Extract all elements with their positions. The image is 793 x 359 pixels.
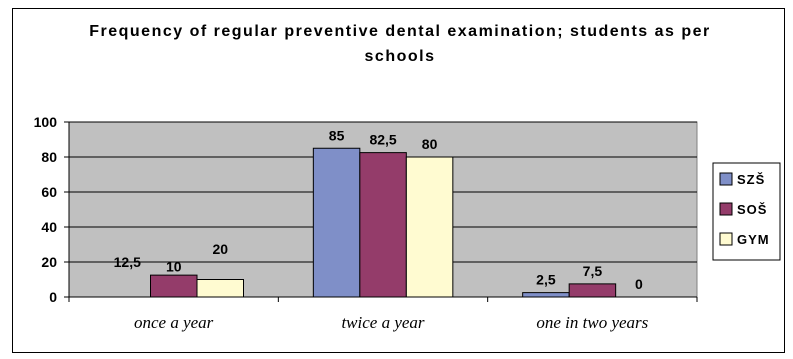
data-label-2-1: 10 <box>166 259 182 275</box>
y-tick-label-80: 80 <box>41 149 57 165</box>
bar-1-3 <box>522 292 570 298</box>
legend-swatch-1 <box>719 172 733 186</box>
bar-2-3 <box>568 283 617 298</box>
bar-1-2 <box>312 147 361 298</box>
y-tick-label-20: 20 <box>41 254 57 270</box>
data-label-3-2: 80 <box>422 136 438 152</box>
legend: SZŠ SOŠ GYM <box>712 162 781 261</box>
legend-swatch-2 <box>719 202 733 216</box>
data-label-1-2: 85 <box>329 127 345 143</box>
legend-label-3: GYM <box>737 232 770 247</box>
y-tick-label-40: 40 <box>41 219 57 235</box>
data-label-3-1: 20 <box>212 241 228 257</box>
data-labels: 12,5 10 20 85 82,5 80 2,5 7,5 0 <box>114 127 643 292</box>
y-tick-label-0: 0 <box>49 289 57 305</box>
data-label-1-3: 2,5 <box>536 272 556 288</box>
legend-swatch-3 <box>719 232 733 246</box>
legend-label-2: SOŠ <box>737 202 767 217</box>
bar-3-1 <box>196 279 244 298</box>
bar-2-1 <box>150 274 198 298</box>
data-label-2-3: 7,5 <box>583 263 603 279</box>
y-tick-label-100: 100 <box>34 114 58 130</box>
bar-2-2 <box>359 152 407 298</box>
legend-label-1: SZŠ <box>737 172 765 187</box>
x-category-label: once a year <box>134 313 214 332</box>
chart-title: Frequency of regular preventive dental e… <box>89 23 711 65</box>
y-tick-label-60: 60 <box>41 184 57 200</box>
x-category-label: one in two years <box>536 313 648 332</box>
data-label-1-1: 12,5 <box>114 254 141 270</box>
data-label-2-2: 82,5 <box>369 132 396 148</box>
bar-3-2 <box>405 156 454 298</box>
data-label-3-3: 0 <box>635 276 643 292</box>
x-category-label: twice a year <box>341 313 424 332</box>
